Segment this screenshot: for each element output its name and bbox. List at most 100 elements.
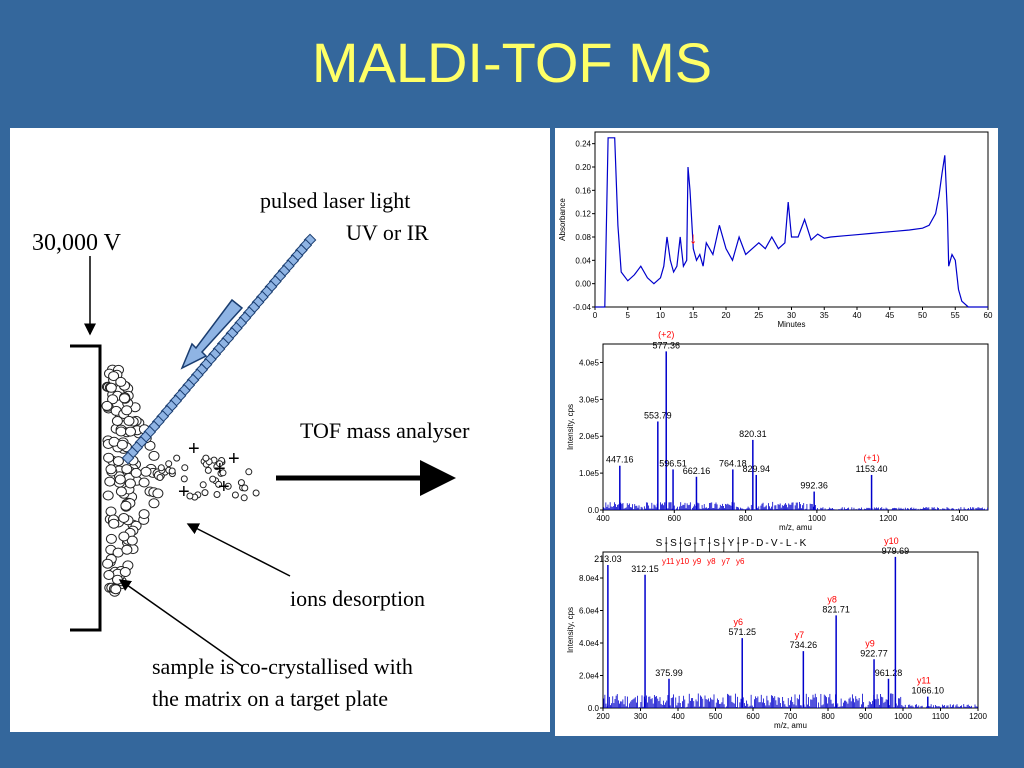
crystal [126, 535, 138, 546]
crystal [115, 376, 127, 387]
peak-label: 979.69 [882, 546, 910, 556]
desorbed-particle [219, 469, 227, 477]
charge-annotation: (+1) [863, 453, 879, 463]
fragment-bracket [680, 537, 690, 553]
sequence-separator: - [780, 538, 783, 549]
peak-label: 571.25 [728, 627, 756, 637]
peak-label: 447.16 [606, 455, 634, 465]
x-tick-label: 900 [859, 712, 873, 721]
peak-label: 821.71 [822, 604, 850, 614]
desorbed-particle [199, 481, 207, 489]
ms-spectrum-chart: 400 600 800 1000 1200 1400 0.0 1.0e5 2.0e5 3.0e5 4… [566, 329, 989, 532]
sample-pointer [118, 579, 243, 667]
spectra-panel: 0 5 10 15 20 25 30 35 40 45 50 55 60 -0.04 0.00 0.04 0.0… [555, 128, 998, 736]
fragment-ion-label: y10 [676, 557, 689, 566]
y-tick-label: 4.0e5 [579, 358, 600, 367]
y-tick-label: 0.24 [575, 140, 591, 149]
ion-label: y11 [917, 676, 931, 686]
sequence-residue: K [800, 538, 807, 549]
x-axis-label: m/z, amu [779, 523, 812, 532]
y-tick-label: 0.16 [575, 186, 591, 195]
peak-label: 764.18 [719, 458, 747, 468]
y-axis-label: Intensity, cps [566, 404, 575, 450]
desorbed-particle [165, 460, 173, 468]
y-tick-label: 0.00 [575, 280, 591, 289]
crystal [111, 416, 123, 426]
crystal [138, 509, 150, 520]
x-tick-label: 500 [709, 712, 723, 721]
sequence-separator: - [794, 538, 797, 549]
crystal [119, 393, 130, 404]
sample-crystals [101, 364, 260, 597]
sequence-residue: D [756, 538, 763, 549]
tof-arrow-head [420, 460, 456, 496]
crystal [101, 400, 113, 411]
y-tick-label: 2.0e5 [579, 432, 600, 441]
x-tick-label: 800 [821, 712, 835, 721]
desorbed-particle [204, 466, 212, 474]
ion-label: y6 [733, 617, 743, 627]
desorbed-particle [252, 489, 260, 497]
x-tick-label: 55 [951, 311, 960, 320]
fragment-ion-label: y9 [693, 557, 702, 566]
crystal [107, 394, 119, 405]
peak-label: 829.94 [743, 464, 771, 474]
ion-label: y7 [795, 630, 805, 640]
peak-label: 596.51 [659, 458, 687, 468]
peak-label: 922.77 [860, 648, 888, 658]
desorbed-particle [186, 492, 194, 500]
fragment-bracket [723, 537, 733, 553]
crystal [102, 558, 114, 569]
y-tick-label: 8.0e4 [579, 574, 600, 583]
crystal [119, 567, 131, 577]
x-tick-label: 700 [784, 712, 798, 721]
peak-label: 577.36 [652, 340, 680, 350]
crystal [148, 450, 160, 461]
sequence-residue: T [699, 538, 705, 549]
peak-label: 734.26 [790, 640, 818, 650]
fragment-ion-label: y7 [722, 557, 731, 566]
crystal [118, 531, 130, 542]
desorbed-particle [173, 454, 181, 462]
crystal [112, 574, 123, 585]
x-tick-label: 40 [853, 311, 862, 320]
y-tick-label: -0.04 [573, 303, 592, 312]
slide-title: MALDI-TOF MS [311, 31, 713, 94]
crystal [123, 415, 135, 426]
y-tick-label: 1.0e5 [579, 469, 600, 478]
sequence-residue: Y [728, 538, 735, 549]
fragment-bracket [665, 537, 676, 553]
desorbed-particle [237, 479, 245, 487]
desorbed-particle [156, 474, 164, 481]
crystal [138, 477, 150, 488]
schematic-svg: 30,000 V pulsed laser light UV or IR + ++… [32, 188, 470, 711]
crystal [108, 371, 120, 382]
x-tick-label: 800 [739, 514, 753, 523]
analyser-label: TOF mass analyser [300, 418, 470, 443]
ion-label: y9 [865, 638, 875, 648]
ion-plus: + [188, 438, 200, 460]
x-tick-label: 30 [787, 311, 796, 320]
y-tick-label: 0.12 [575, 210, 591, 219]
ion-plus: + [178, 481, 190, 503]
fragment-bracket [709, 537, 719, 553]
sample-label-line1: sample is co-crystallised with [152, 654, 413, 679]
y-tick-label: 0.20 [575, 163, 591, 172]
desorbed-particle [181, 464, 189, 472]
desorbed-particle [168, 467, 176, 475]
desorbed-particle [245, 468, 253, 476]
x-tick-label: 600 [746, 712, 760, 721]
peak-label: 662.16 [683, 466, 711, 476]
charts-svg: 0 5 10 15 20 25 30 35 40 45 50 55 60 -0.04 0.00 0.04 0.0… [558, 131, 993, 730]
y-tick-label: 4.0e4 [579, 639, 600, 648]
x-tick-label: 15 [689, 311, 698, 320]
y-tick-label: 0.0 [588, 506, 600, 515]
fragment-ion-label: y6 [736, 557, 745, 566]
desorbed-particle [180, 475, 188, 483]
desorbed-particle [209, 475, 217, 483]
y-axis-label: Intensity, cps [566, 607, 575, 653]
sequence-separator: - [765, 538, 768, 549]
desorption-label: ions desorption [290, 586, 425, 611]
charge-annotation: (+2) [658, 329, 674, 339]
crystal [112, 456, 124, 467]
